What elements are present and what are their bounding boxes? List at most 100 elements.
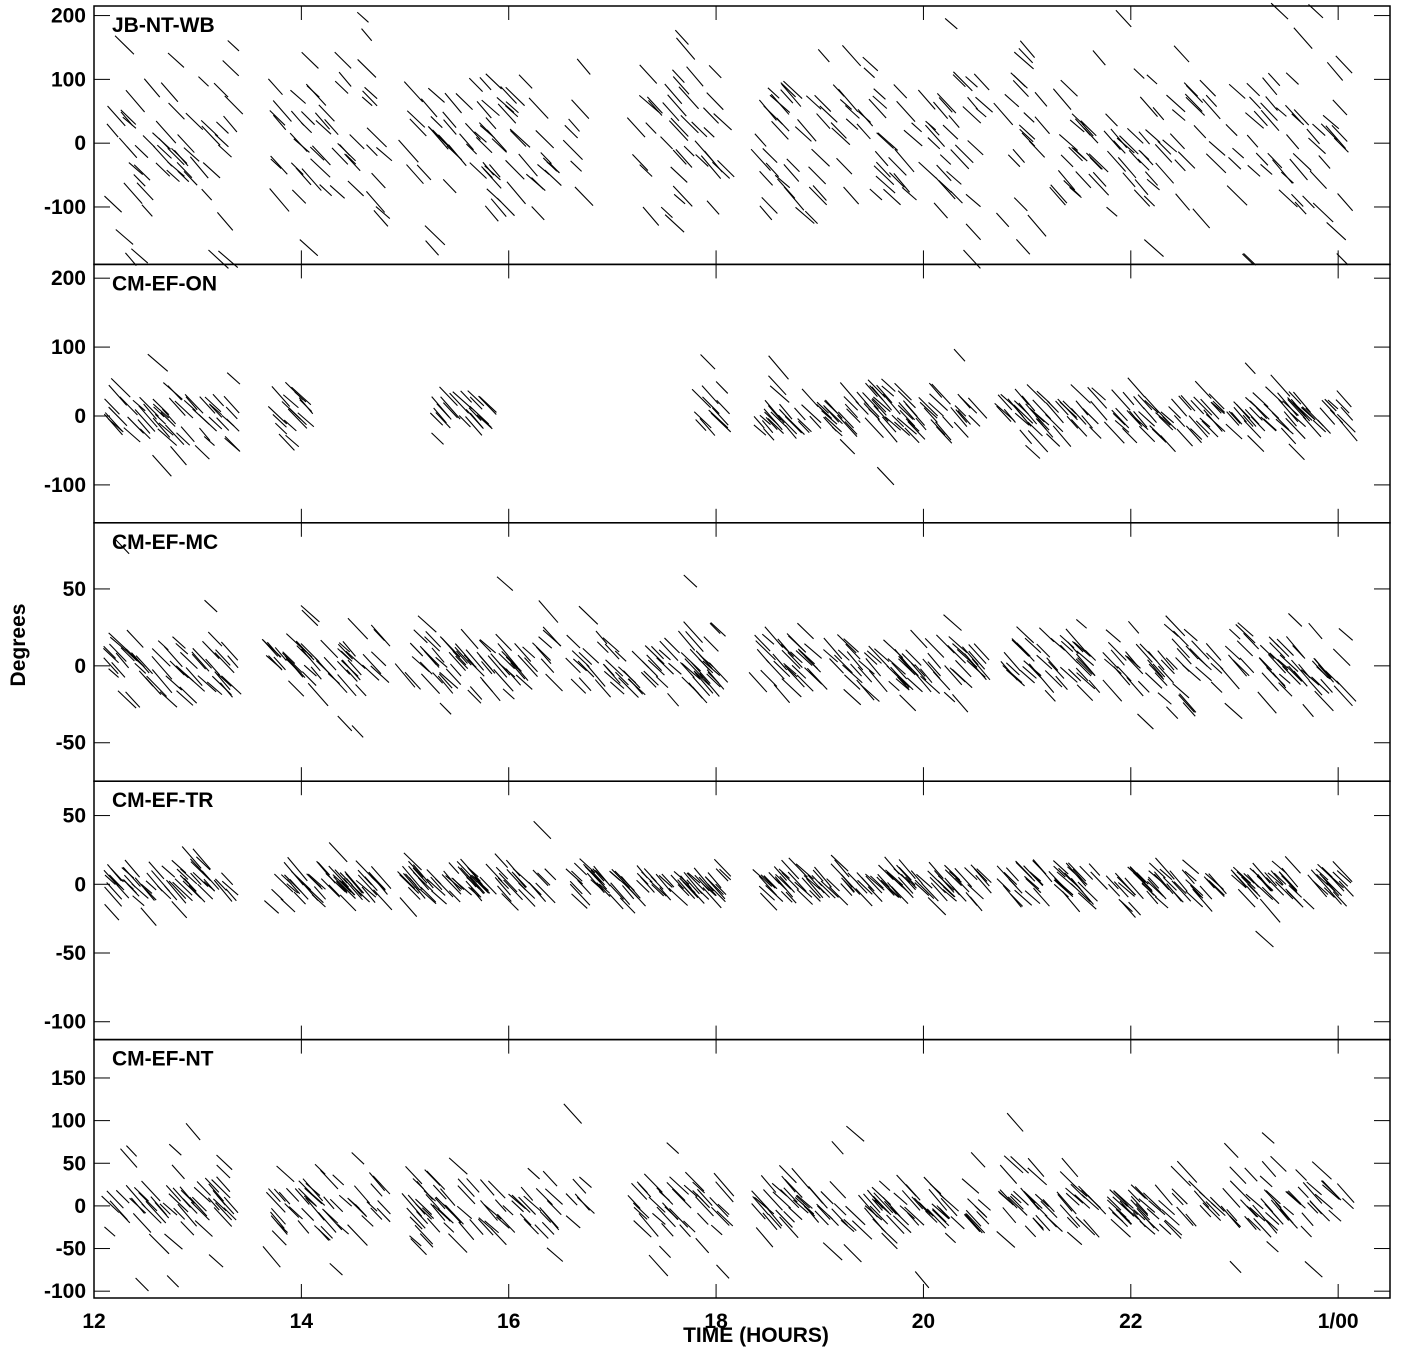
data-segment: [1276, 638, 1294, 656]
data-segment: [1229, 628, 1241, 640]
data-segment: [1245, 112, 1265, 129]
data-segment: [562, 139, 583, 160]
data-segment: [836, 157, 853, 175]
data-segment: [481, 661, 493, 675]
y-tick-label: 0: [74, 132, 86, 155]
data-segment: [497, 885, 512, 902]
data-segment: [345, 873, 363, 894]
data-segment: [107, 418, 124, 433]
data-segment: [540, 152, 552, 165]
data-segment: [1230, 411, 1243, 425]
data-segment: [900, 873, 916, 891]
data-segment: [460, 858, 481, 882]
data-segment: [412, 871, 434, 892]
data-segment: [1228, 410, 1241, 424]
data-segment: [891, 414, 905, 428]
data-segment: [814, 94, 832, 112]
data-segment: [159, 691, 178, 708]
data-segment: [767, 418, 784, 434]
data-segment: [427, 87, 445, 103]
data-segment: [515, 674, 533, 690]
data-segment: [1331, 125, 1348, 142]
data-segment: [609, 681, 625, 695]
data-segment: [1048, 661, 1065, 679]
data-segment: [498, 652, 516, 670]
data-segment: [134, 877, 155, 901]
data-segment: [1205, 1201, 1220, 1217]
data-segment: [681, 662, 701, 680]
data-segment: [496, 97, 515, 113]
data-segment: [183, 878, 197, 892]
data-segment: [891, 886, 909, 905]
data-segment: [1286, 1191, 1306, 1209]
data-segment: [114, 35, 135, 55]
data-segment: [201, 188, 213, 201]
data-segment: [434, 1197, 446, 1210]
data-segment: [806, 667, 828, 690]
data-segment: [216, 121, 229, 134]
data-segment: [442, 402, 458, 419]
data-segment: [780, 1189, 800, 1209]
data-segment: [812, 869, 824, 882]
y-tick-label: 50: [63, 1152, 86, 1175]
data-segment: [576, 58, 591, 75]
data-segment: [117, 690, 137, 709]
data-segment: [1243, 632, 1260, 650]
data-segment: [760, 669, 778, 687]
data-segment: [1139, 643, 1158, 662]
data-segment: [1184, 93, 1203, 112]
data-segment: [914, 882, 930, 896]
data-segment: [301, 168, 322, 191]
data-segment: [1070, 419, 1088, 437]
data-segment: [997, 394, 1013, 411]
data-segment: [138, 670, 154, 687]
data-segment: [1229, 1260, 1242, 1274]
data-segment: [1106, 206, 1118, 217]
data-segment: [801, 388, 819, 408]
data-segment: [1325, 882, 1340, 896]
data-segment: [899, 694, 917, 712]
data-segment: [762, 1212, 778, 1231]
data-segment: [120, 647, 135, 662]
data-segment: [824, 416, 842, 433]
data-segment: [794, 881, 813, 898]
data-segment: [651, 645, 665, 660]
data-segment: [204, 599, 218, 613]
data-segment: [685, 631, 704, 652]
data-segment: [1255, 930, 1274, 948]
data-segment: [1232, 866, 1252, 884]
data-segment: [695, 419, 707, 432]
data-segment: [1002, 884, 1022, 908]
data-segment: [159, 1203, 171, 1215]
data-segment: [783, 1211, 795, 1223]
data-segment: [346, 878, 363, 897]
data-segment: [449, 663, 462, 677]
data-segment: [1066, 415, 1079, 429]
data-segment: [898, 859, 916, 880]
data-segment: [485, 73, 502, 90]
data-segment: [1326, 222, 1347, 241]
data-segment: [371, 172, 386, 189]
data-segment: [1293, 27, 1313, 50]
data-segment: [571, 893, 588, 909]
data-segment: [455, 655, 469, 670]
data-segment: [808, 1186, 824, 1204]
data-segment: [1302, 703, 1314, 718]
data-segment: [1089, 156, 1102, 170]
data-segment: [783, 1187, 798, 1203]
data-segment: [1321, 866, 1333, 878]
data-segment: [320, 1225, 333, 1239]
data-segment: [919, 1202, 931, 1215]
data-segment: [759, 170, 774, 186]
data-segment: [768, 355, 789, 380]
data-segment: [1321, 399, 1336, 415]
data-segment: [748, 671, 768, 693]
data-segment: [315, 660, 331, 675]
data-segment: [656, 657, 674, 675]
y-tick-label: 100: [51, 336, 86, 359]
data-segment: [697, 1212, 709, 1225]
data-segment: [494, 877, 511, 896]
data-segment: [1326, 61, 1344, 81]
data-segment: [927, 897, 947, 916]
data-segment: [426, 1170, 446, 1190]
